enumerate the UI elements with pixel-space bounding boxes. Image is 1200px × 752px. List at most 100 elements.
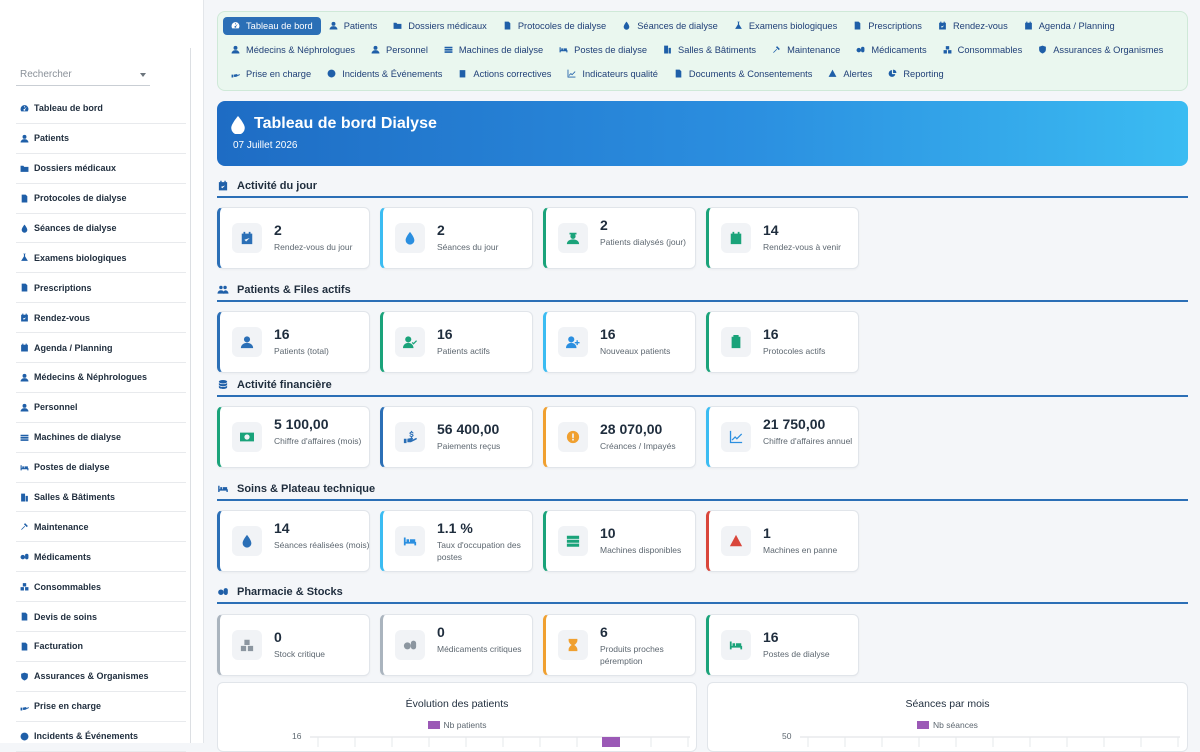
sidebar-item-devis-de-soins[interactable]: Devis de soins xyxy=(16,602,186,633)
stat-value: 1 xyxy=(763,525,771,541)
stat-card-icon-tile xyxy=(721,630,751,660)
stat-card-creances-impayes[interactable]: 28 070,00 Créances / Impayés xyxy=(543,406,696,468)
nav-tab-prise-en-charge[interactable]: Prise en charge xyxy=(223,65,319,83)
nav-tab-dossiers-medicaux[interactable]: Dossiers médicaux xyxy=(385,17,495,35)
sidebar-item-assurances-organismes[interactable]: Assurances & Organismes xyxy=(16,662,186,692)
stat-card-produits-proches-peremption[interactable]: 6 Produits proches péremption xyxy=(543,614,696,676)
stat-card-machines-en-panne[interactable]: 1 Machines en panne xyxy=(706,510,859,572)
stat-card-patients-dialyses-jour[interactable]: 2 Patients dialysés (jour) xyxy=(543,207,696,269)
bed-icon xyxy=(403,537,417,546)
sidebar-item-medicaments[interactable]: Médicaments xyxy=(16,542,186,573)
stat-card-taux-d-occupation-des-postes[interactable]: 1.1 % Taux d'occupation des postes xyxy=(380,510,533,572)
stat-card-chiffre-d-affaires-mois[interactable]: 5 100,00 Chiffre d'affaires (mois) xyxy=(217,406,370,468)
nav-tab-medicaments[interactable]: Médicaments xyxy=(848,41,934,59)
sidebar-item-medecins-nephrologues[interactable]: Médecins & Néphrologues xyxy=(16,363,186,393)
sidebar-item-maintenance[interactable]: Maintenance xyxy=(16,512,186,543)
sidebar-item-protocoles-de-dialyse[interactable]: Protocoles de dialyse xyxy=(16,184,186,214)
flask-icon xyxy=(20,253,28,262)
stat-card-machines-disponibles[interactable]: 10 Machines disponibles xyxy=(543,510,696,572)
sidebar-item-machines-de-dialyse[interactable]: Machines de dialyse xyxy=(16,423,186,453)
stat-card-paiements-recus[interactable]: 56 400,00 Paiements reçus xyxy=(380,406,533,468)
stat-card-patients-actifs[interactable]: 16 Patients actifs xyxy=(380,311,533,373)
chart-legend[interactable]: Nb patients xyxy=(218,720,696,730)
nav-tab-salles-batiments[interactable]: Salles & Bâtiments xyxy=(655,41,764,59)
stat-card-rendez-vous-a-venir[interactable]: 14 Rendez-vous à venir xyxy=(706,207,859,269)
chart-legend[interactable]: Nb séances xyxy=(708,720,1187,730)
sidebar-item-personnel[interactable]: Personnel xyxy=(16,393,186,423)
sidebar-item-rendez-vous[interactable]: Rendez-vous xyxy=(16,303,186,334)
sidebar-item-incidents-evenements[interactable]: Incidents & Événements xyxy=(16,722,186,752)
nav-tab-indicateurs-qualite[interactable]: Indicateurs qualité xyxy=(559,65,665,83)
sidebar-item-examens-biologiques[interactable]: Examens biologiques xyxy=(16,243,186,274)
stat-value: 0 xyxy=(437,624,445,640)
section-title: Activité financière xyxy=(237,379,332,391)
stat-card-nouveaux-patients[interactable]: 16 Nouveaux patients xyxy=(543,311,696,373)
hourglass-icon xyxy=(568,638,578,652)
nav-tab-seances-de-dialyse[interactable]: Séances de dialyse xyxy=(614,17,726,35)
nav-tab-consommables[interactable]: Consommables xyxy=(935,41,1031,59)
nav-tab-personnel[interactable]: Personnel xyxy=(363,41,436,59)
stat-card-rendez-vous-du-jour[interactable]: 2 Rendez-vous du jour xyxy=(217,207,370,269)
chevron-down-icon[interactable] xyxy=(140,73,146,77)
sidebar-item-salles-batiments[interactable]: Salles & Bâtiments xyxy=(16,483,186,513)
sidebar-item-consommables[interactable]: Consommables xyxy=(16,572,186,603)
nav-tab-rendez-vous[interactable]: Rendez-vous xyxy=(930,17,1016,35)
stat-card-protocoles-actifs[interactable]: 16 Protocoles actifs xyxy=(706,311,859,373)
stat-value: 16 xyxy=(274,326,290,342)
folder-icon xyxy=(19,163,29,173)
sidebar-item-postes-de-dialyse[interactable]: Postes de dialyse xyxy=(16,453,186,483)
chart-line-icon xyxy=(729,430,743,444)
search-input[interactable]: Rechercher xyxy=(16,66,150,86)
nav-tab-maintenance[interactable]: Maintenance xyxy=(764,41,848,59)
stat-card-medicaments-critiques[interactable]: 0 Médicaments critiques xyxy=(380,614,533,676)
nav-tab-machines-de-dialyse[interactable]: Machines de dialyse xyxy=(436,41,551,59)
stat-value: 28 070,00 xyxy=(600,421,663,437)
nav-tab-label: Consommables xyxy=(957,45,1023,55)
sidebar-item-tableau-de-bord[interactable]: Tableau de bord xyxy=(16,94,186,124)
nav-tab-patients[interactable]: Patients xyxy=(321,17,386,35)
sidebar-item-seances-de-dialyse[interactable]: Séances de dialyse xyxy=(16,214,186,244)
nav-tab-agenda-planning[interactable]: Agenda / Planning xyxy=(1016,17,1123,35)
sidebar-item-label: Médicaments xyxy=(34,551,92,562)
stat-card-stock-critique[interactable]: 0 Stock critique xyxy=(217,614,370,676)
nav-tab-documents-consentements[interactable]: Documents & Consentements xyxy=(666,65,821,83)
stat-card-chiffre-d-affaires-annuel[interactable]: 21 750,00 Chiffre d'affaires annuel xyxy=(706,406,859,468)
nav-tab-label: Indicateurs qualité xyxy=(582,69,658,79)
user-icon xyxy=(19,133,29,143)
nav-row: Tableau de bord Patients Dossiers médicaux… xyxy=(223,17,1123,35)
chart-line-icon xyxy=(567,69,577,79)
nav-tab-tableau-de-bord[interactable]: Tableau de bord xyxy=(223,17,321,35)
stat-card-postes-de-dialyse[interactable]: 16 Postes de dialyse xyxy=(706,614,859,676)
warning-icon xyxy=(729,534,743,547)
sidebar: Rechercher Tableau de bord Patients Dossie… xyxy=(0,0,204,752)
machine-icon xyxy=(444,46,453,53)
nav-tab-label: Postes de dialyse xyxy=(574,45,648,55)
sidebar-item-prescriptions[interactable]: Prescriptions xyxy=(16,273,186,304)
shield-icon xyxy=(1038,45,1048,55)
nav-tab-prescriptions[interactable]: Prescriptions xyxy=(845,17,930,35)
nav-tab-alertes[interactable]: Alertes xyxy=(820,65,880,83)
alert-circle-icon xyxy=(19,731,29,741)
pills-icon xyxy=(19,552,29,562)
nav-tab-actions-correctives[interactable]: Actions correctives xyxy=(450,65,559,83)
nav-tab-protocoles-de-dialyse[interactable]: Protocoles de dialyse xyxy=(495,17,614,35)
stat-value: 0 xyxy=(274,629,282,645)
nav-tab-incidents-evenements[interactable]: Incidents & Événements xyxy=(319,65,450,83)
sidebar-item-agenda-planning[interactable]: Agenda / Planning xyxy=(16,333,186,364)
warning-icon xyxy=(828,69,837,77)
nav-tab-postes-de-dialyse[interactable]: Postes de dialyse xyxy=(551,41,655,59)
stat-card-seances-du-jour[interactable]: 2 Séances du jour xyxy=(380,207,533,269)
nav-tab-reporting[interactable]: Reporting xyxy=(880,65,951,83)
nav-tab-medecins-nephrologues[interactable]: Médecins & Néphrologues xyxy=(223,41,363,59)
sidebar-item-patients[interactable]: Patients xyxy=(16,124,186,154)
section-patients-files-actifs: Patients & Files actifs xyxy=(217,280,1188,302)
stat-card-seances-realisees-mois[interactable]: 14 Séances réalisées (mois) xyxy=(217,510,370,572)
sidebar-item-prise-en-charge[interactable]: Prise en charge xyxy=(16,692,186,722)
sidebar-item-label: Consommables xyxy=(34,581,102,592)
nav-tab-assurances-organismes[interactable]: Assurances & Organismes xyxy=(1030,41,1171,59)
stat-card-patients-total[interactable]: 16 Patients (total) xyxy=(217,311,370,373)
sidebar-item-facturation[interactable]: Facturation xyxy=(16,632,186,662)
sidebar-item-dossiers-medicaux[interactable]: Dossiers médicaux xyxy=(16,154,186,184)
sidebar-item-label: Incidents & Événements xyxy=(34,731,139,742)
nav-tab-examens-biologiques[interactable]: Examens biologiques xyxy=(726,17,845,35)
